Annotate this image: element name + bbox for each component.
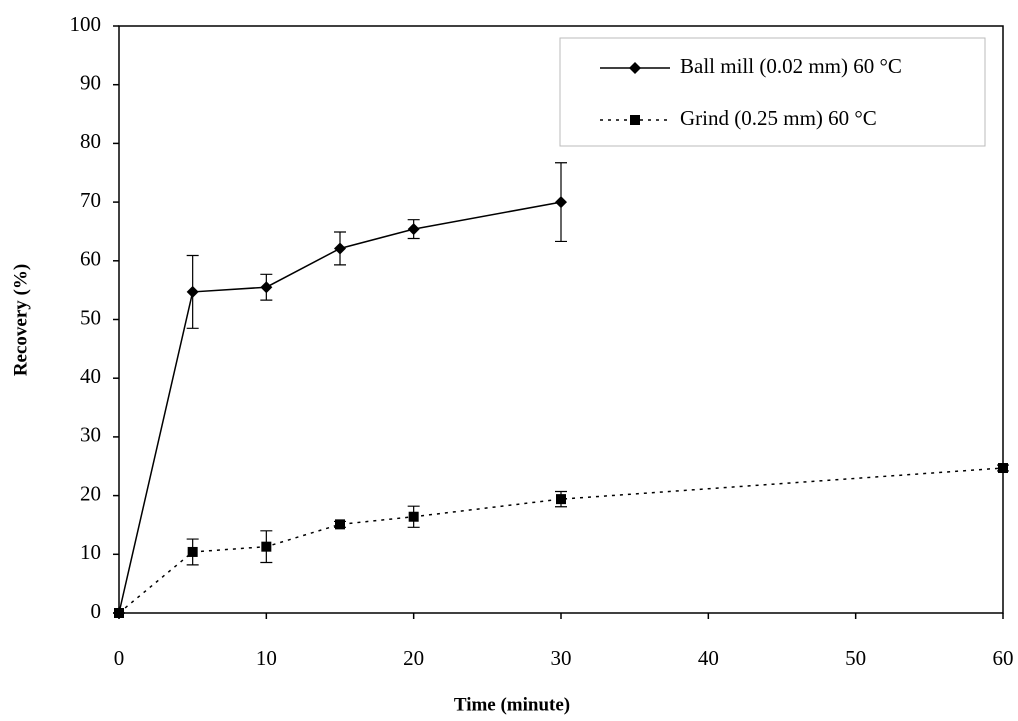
data-point	[114, 608, 124, 618]
data-point	[998, 463, 1008, 473]
x-axis-label: Time (minute)	[454, 694, 570, 715]
page: Time (minute) Recovery (%) 0 10 20 30 40 50 60…	[0, 0, 1018, 721]
y-axis-label: Recovery (%)	[10, 264, 31, 376]
series-line	[119, 468, 1003, 613]
data-point	[556, 494, 566, 504]
y-tick-label: 100	[70, 12, 102, 36]
data-point	[409, 512, 419, 522]
legend-label: Ball mill (0.02 mm) 60 °C	[680, 54, 902, 78]
legend-label: Grind (0.25 mm) 60 °C	[680, 106, 877, 130]
data-point	[408, 223, 420, 235]
x-tick-label: 60	[993, 646, 1014, 670]
y-tick-label: 40	[80, 364, 101, 388]
x-tick-label: 10	[256, 646, 277, 670]
y-tick-label: 10	[80, 540, 101, 564]
x-tick-label: 40	[698, 646, 719, 670]
chart: Time (minute) Recovery (%) 0 10 20 30 40 50 60…	[0, 0, 1018, 721]
x-tick-label: 20	[403, 646, 424, 670]
y-tick-label: 70	[80, 188, 101, 212]
x-tick-label: 50	[845, 646, 866, 670]
x-tick-label: 0	[114, 646, 125, 670]
data-point	[335, 519, 345, 529]
legend-marker	[630, 115, 640, 125]
data-point	[261, 542, 271, 552]
y-tick-label: 0	[91, 599, 102, 623]
data-point	[555, 196, 567, 208]
data-point	[187, 286, 199, 298]
data-point	[334, 242, 346, 254]
data-point	[188, 547, 198, 557]
y-tick-label: 50	[80, 305, 101, 329]
data-point	[260, 281, 272, 293]
x-tick-label: 30	[551, 646, 572, 670]
y-tick-label: 20	[80, 481, 101, 505]
y-tick-label: 30	[80, 423, 101, 447]
y-tick-label: 90	[80, 71, 101, 95]
y-tick-label: 60	[80, 247, 101, 271]
y-tick-label: 80	[80, 129, 101, 153]
